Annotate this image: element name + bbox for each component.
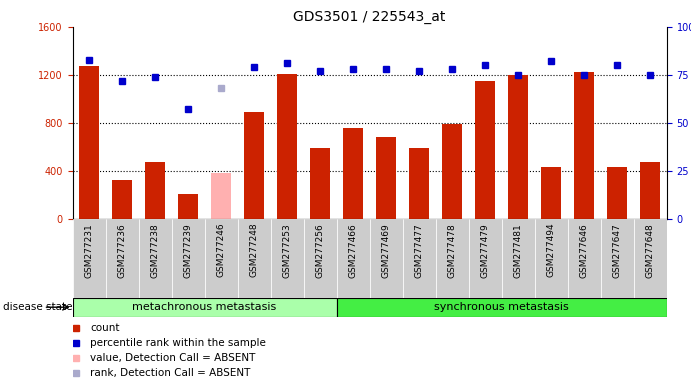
Bar bbox=[509, 75, 528, 219]
Bar bbox=[337, 219, 370, 298]
Bar bbox=[409, 148, 429, 219]
Bar bbox=[171, 219, 205, 298]
Text: GSM277246: GSM277246 bbox=[216, 223, 226, 278]
Bar bbox=[112, 180, 132, 219]
Bar bbox=[73, 298, 337, 317]
Text: GSM277478: GSM277478 bbox=[448, 223, 457, 278]
Bar bbox=[641, 162, 660, 219]
Text: GSM277466: GSM277466 bbox=[349, 223, 358, 278]
Bar bbox=[139, 219, 171, 298]
Text: GSM277253: GSM277253 bbox=[283, 223, 292, 278]
Text: GSM277494: GSM277494 bbox=[547, 223, 556, 278]
Text: metachronous metastasis: metachronous metastasis bbox=[133, 302, 276, 312]
Text: GSM277239: GSM277239 bbox=[184, 223, 193, 278]
Bar bbox=[244, 112, 264, 219]
Bar bbox=[468, 219, 502, 298]
Bar bbox=[271, 219, 303, 298]
Bar bbox=[145, 162, 165, 219]
Title: GDS3501 / 225543_at: GDS3501 / 225543_at bbox=[294, 10, 446, 25]
Text: GSM277479: GSM277479 bbox=[481, 223, 490, 278]
Bar bbox=[277, 74, 297, 219]
Bar bbox=[535, 219, 568, 298]
Bar bbox=[370, 219, 403, 298]
Text: synchronous metastasis: synchronous metastasis bbox=[435, 302, 569, 312]
Text: GSM277238: GSM277238 bbox=[151, 223, 160, 278]
Text: GSM277236: GSM277236 bbox=[117, 223, 126, 278]
Bar bbox=[574, 73, 594, 219]
Bar bbox=[310, 148, 330, 219]
Text: GSM277648: GSM277648 bbox=[646, 223, 655, 278]
Bar bbox=[79, 66, 99, 219]
Text: disease state: disease state bbox=[3, 302, 73, 312]
Bar bbox=[403, 219, 436, 298]
Bar bbox=[436, 219, 468, 298]
Bar bbox=[303, 219, 337, 298]
Text: GSM277646: GSM277646 bbox=[580, 223, 589, 278]
Bar bbox=[475, 81, 495, 219]
Bar bbox=[377, 137, 396, 219]
Bar bbox=[607, 167, 627, 219]
Bar bbox=[178, 194, 198, 219]
Bar bbox=[337, 298, 667, 317]
Text: value, Detection Call = ABSENT: value, Detection Call = ABSENT bbox=[91, 353, 256, 363]
Bar bbox=[541, 167, 561, 219]
Bar bbox=[502, 219, 535, 298]
Text: percentile rank within the sample: percentile rank within the sample bbox=[91, 338, 266, 348]
Text: GSM277481: GSM277481 bbox=[513, 223, 523, 278]
Text: GSM277477: GSM277477 bbox=[415, 223, 424, 278]
Text: GSM277231: GSM277231 bbox=[84, 223, 93, 278]
Bar bbox=[568, 219, 600, 298]
Bar bbox=[442, 124, 462, 219]
Bar bbox=[205, 219, 238, 298]
Text: GSM277647: GSM277647 bbox=[613, 223, 622, 278]
Text: rank, Detection Call = ABSENT: rank, Detection Call = ABSENT bbox=[91, 368, 251, 378]
Bar bbox=[106, 219, 139, 298]
Bar bbox=[211, 173, 231, 219]
Text: count: count bbox=[91, 323, 120, 333]
Bar bbox=[343, 127, 363, 219]
Text: GSM277469: GSM277469 bbox=[381, 223, 390, 278]
Bar bbox=[73, 219, 106, 298]
Text: GSM277256: GSM277256 bbox=[316, 223, 325, 278]
Bar bbox=[238, 219, 271, 298]
Bar bbox=[634, 219, 667, 298]
Bar bbox=[600, 219, 634, 298]
Text: GSM277248: GSM277248 bbox=[249, 223, 258, 278]
